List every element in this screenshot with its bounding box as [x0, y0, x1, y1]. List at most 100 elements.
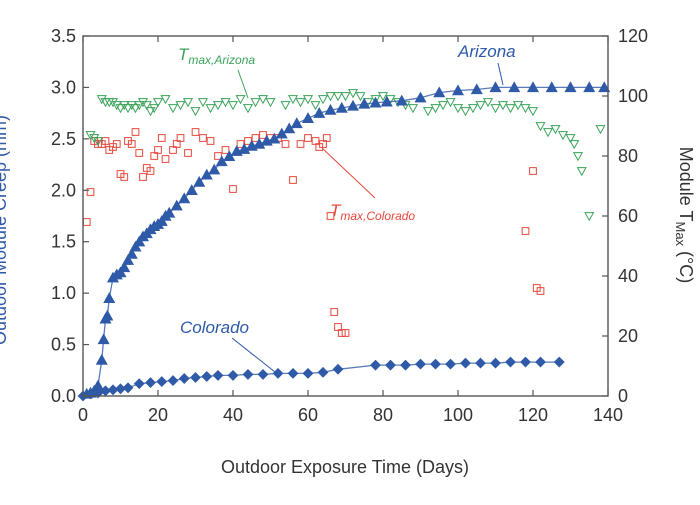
annotation-colorado-leader	[231, 337, 276, 373]
data-point	[347, 89, 359, 99]
data-point	[220, 98, 231, 108]
x-tick-label: 0	[78, 405, 88, 425]
data-point	[206, 137, 215, 145]
data-point	[520, 104, 531, 114]
data-point	[583, 81, 596, 93]
data-point	[445, 98, 456, 108]
x-tick-label: 60	[298, 405, 318, 425]
data-point	[290, 117, 303, 129]
data-point	[176, 134, 185, 142]
data-point	[152, 98, 164, 108]
data-point	[433, 86, 446, 98]
data-point	[460, 107, 471, 117]
data-point	[212, 101, 224, 111]
data-point	[96, 95, 107, 105]
y-left-tick-label: 2.5	[51, 129, 76, 149]
data-point	[287, 95, 299, 105]
data-point	[512, 101, 524, 111]
data-point	[377, 92, 389, 102]
y-axis-right-label-main: Module T	[676, 147, 696, 222]
data-point	[191, 128, 200, 136]
data-point	[535, 356, 546, 368]
data-point	[92, 137, 104, 147]
data-point	[422, 107, 434, 117]
y-axis-right-label-sub: Max	[673, 221, 688, 246]
data-point	[227, 101, 239, 111]
data-point	[505, 356, 516, 368]
data-point	[121, 254, 135, 265]
data-point	[257, 368, 269, 380]
data-point	[325, 92, 336, 102]
y-right-tick-label: 100	[618, 86, 648, 106]
data-point	[335, 101, 348, 113]
data-point	[302, 95, 314, 105]
y-right-tick-label: 20	[618, 326, 638, 346]
annotation-tmax-colorado-sub: max,Colorado	[340, 209, 415, 223]
y-right-tick-label: 40	[618, 266, 638, 286]
x-tick-label: 120	[518, 405, 548, 425]
data-point	[598, 81, 611, 93]
data-point	[317, 95, 329, 105]
data-point	[370, 95, 381, 105]
data-point	[317, 366, 329, 378]
y-left-tick-label: 2.0	[51, 180, 76, 200]
data-point	[214, 152, 222, 160]
y-left-tick-label: 0.5	[51, 335, 76, 355]
data-point	[175, 101, 186, 111]
data-point	[322, 134, 331, 142]
x-tick-label: 20	[148, 405, 168, 425]
data-point	[557, 131, 569, 141]
data-point	[115, 104, 126, 114]
data-point	[445, 358, 456, 370]
data-point	[199, 134, 207, 142]
data-point	[167, 375, 179, 386]
data-point	[430, 358, 441, 370]
data-point	[595, 125, 606, 135]
data-point	[227, 370, 239, 381]
data-point	[161, 155, 170, 163]
x-tick-label: 140	[593, 405, 623, 425]
data-point	[119, 101, 130, 111]
data-point	[527, 107, 539, 117]
data-point	[460, 357, 471, 369]
data-point	[326, 212, 335, 220]
data-point	[257, 95, 269, 105]
data-point	[340, 92, 351, 102]
annotation-colorado: Colorado	[180, 318, 249, 337]
data-point	[205, 104, 216, 114]
data-point	[324, 103, 337, 115]
data-point	[355, 92, 366, 102]
data-point	[112, 140, 121, 148]
data-point	[118, 261, 131, 273]
data-point	[310, 101, 321, 111]
data-point	[475, 101, 486, 111]
data-point	[184, 149, 192, 157]
data-point	[145, 107, 156, 117]
data-point	[280, 101, 291, 111]
data-point	[97, 333, 110, 345]
data-point	[125, 247, 138, 259]
data-point	[170, 199, 183, 211]
data-point	[341, 329, 350, 337]
data-point	[564, 81, 577, 93]
data-point	[281, 140, 290, 148]
data-point	[346, 99, 360, 111]
y-right-tick-label: 0	[618, 386, 628, 406]
data-point	[414, 91, 427, 103]
data-point	[208, 163, 221, 175]
data-point	[569, 140, 580, 150]
data-point	[182, 98, 194, 108]
data-point	[146, 167, 155, 175]
data-point	[535, 122, 546, 132]
data-point	[380, 95, 393, 107]
data-point	[89, 134, 100, 144]
data-point	[415, 358, 426, 370]
y-left-tick-label: 3.5	[51, 26, 76, 46]
data-point	[160, 95, 171, 105]
data-point	[475, 357, 486, 369]
data-point	[242, 104, 254, 114]
data-point	[126, 101, 137, 111]
data-point	[332, 92, 344, 102]
